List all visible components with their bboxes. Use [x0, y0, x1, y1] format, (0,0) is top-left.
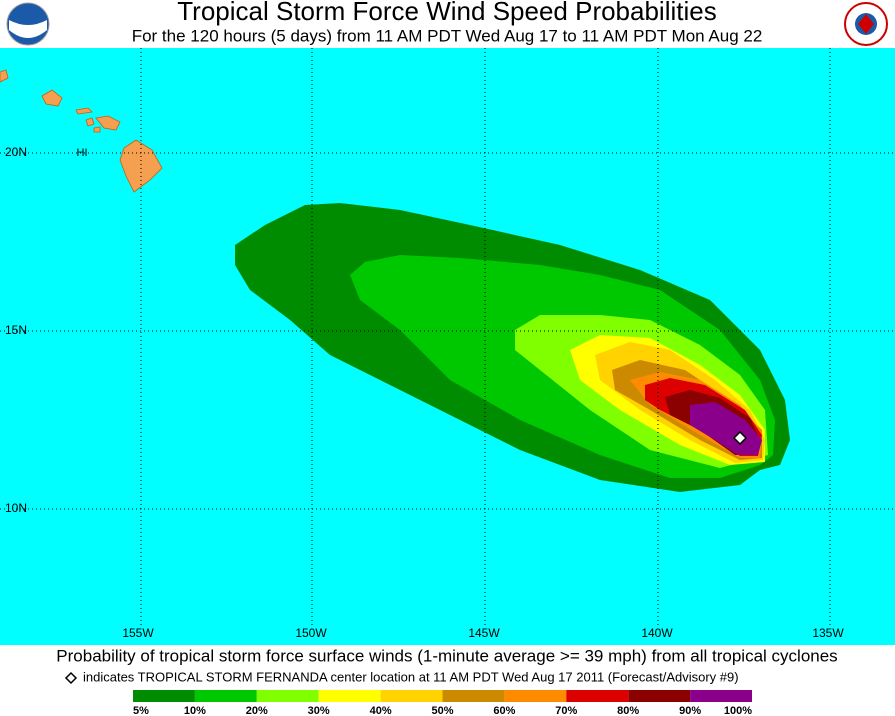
legend-label: 90% — [679, 705, 701, 716]
lat-label: 10N — [5, 501, 27, 515]
probability-contours — [235, 203, 790, 492]
legend-label: 80% — [617, 705, 639, 716]
legend-swatch — [256, 690, 319, 702]
lon-label: 140W — [641, 626, 673, 640]
marker-note: indicates TROPICAL STORM FERNANDA center… — [83, 669, 739, 684]
nws-logo — [844, 2, 888, 46]
islands — [0, 69, 163, 193]
noaa-logo — [6, 2, 50, 46]
subtitle: For the 120 hours (5 days) from 11 AM PD… — [132, 26, 763, 45]
graticule — [0, 48, 895, 625]
legend-label: 60% — [493, 705, 515, 716]
legend-swatch — [504, 690, 567, 702]
legend-swatch — [318, 690, 381, 702]
title: Tropical Storm Force Wind Speed Probabil… — [177, 0, 716, 26]
region-label: HI — [77, 147, 88, 159]
contour — [690, 402, 762, 455]
storm-center — [732, 430, 748, 446]
legend-swatch — [194, 690, 257, 702]
legend-label: 40% — [370, 705, 392, 716]
lon-label: 150W — [295, 626, 327, 640]
legend-swatch — [380, 690, 443, 702]
caption: Probability of tropical storm force surf… — [56, 646, 837, 665]
legend-swatch — [442, 690, 505, 702]
lon-label: 135W — [812, 626, 844, 640]
lon-label: 145W — [468, 626, 500, 640]
lat-label: 15N — [5, 323, 27, 337]
legend-label: 100% — [724, 705, 752, 716]
legend-swatch — [133, 690, 195, 702]
legend-swatch — [690, 690, 752, 702]
marker-icon — [64, 671, 78, 685]
legend-label: 50% — [431, 705, 453, 716]
legend-label: 20% — [246, 705, 268, 716]
legend-label: 30% — [308, 705, 330, 716]
legend-label: 10% — [184, 705, 206, 716]
legend-label: 5% — [133, 705, 149, 716]
legend-swatch — [566, 690, 629, 702]
lon-label: 155W — [122, 626, 154, 640]
lat-label: 20N — [5, 145, 27, 159]
legend: 5% 10% 20% 30% 40% 50% 60% 70% 80% 90% 100% — [133, 690, 752, 716]
legend-swatch — [628, 690, 691, 702]
legend-label: 70% — [555, 705, 577, 716]
